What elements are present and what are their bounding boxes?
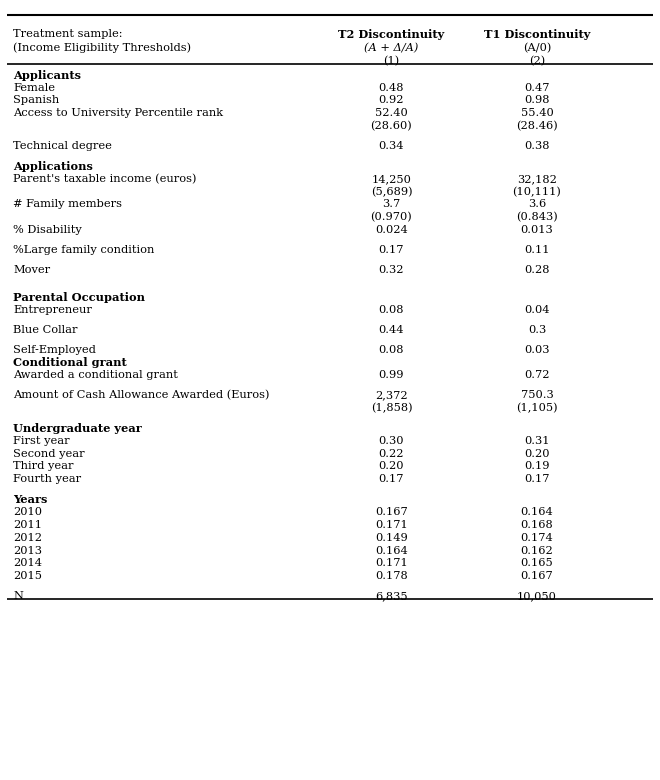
- Text: (28.46): (28.46): [516, 121, 558, 131]
- Text: 2015: 2015: [13, 571, 42, 581]
- Text: Years: Years: [13, 495, 48, 505]
- Text: Treatment sample:: Treatment sample:: [13, 29, 123, 39]
- Text: 2010: 2010: [13, 507, 42, 517]
- Text: 0.165: 0.165: [521, 558, 553, 569]
- Text: Spanish: Spanish: [13, 95, 59, 105]
- Text: 0.174: 0.174: [521, 533, 553, 543]
- Text: 3.7: 3.7: [382, 200, 401, 209]
- Text: First year: First year: [13, 436, 70, 445]
- Text: 0.171: 0.171: [375, 519, 408, 530]
- Text: 0.47: 0.47: [524, 83, 550, 93]
- Text: Second year: Second year: [13, 448, 84, 459]
- Text: (1): (1): [383, 56, 399, 66]
- Text: T2 Discontinuity: T2 Discontinuity: [339, 29, 445, 41]
- Text: Undergraduate year: Undergraduate year: [13, 423, 142, 434]
- Text: 0.32: 0.32: [379, 265, 404, 275]
- Text: 0.34: 0.34: [379, 141, 404, 151]
- Text: # Family members: # Family members: [13, 200, 122, 209]
- Text: %Large family condition: %Large family condition: [13, 245, 154, 255]
- Text: 0.167: 0.167: [521, 571, 553, 581]
- Text: Awarded a conditional grant: Awarded a conditional grant: [13, 370, 178, 380]
- Text: 0.28: 0.28: [524, 265, 550, 275]
- Text: Entrepreneur: Entrepreneur: [13, 305, 92, 314]
- Text: 0.013: 0.013: [521, 225, 553, 235]
- Text: 0.17: 0.17: [379, 474, 404, 484]
- Text: 0.72: 0.72: [524, 370, 550, 380]
- Text: 0.08: 0.08: [379, 345, 404, 355]
- Text: Third year: Third year: [13, 462, 73, 471]
- Text: 0.99: 0.99: [379, 370, 404, 380]
- Text: Parent's taxable income (euros): Parent's taxable income (euros): [13, 174, 197, 184]
- Text: (0.843): (0.843): [516, 212, 558, 222]
- Text: Conditional grant: Conditional grant: [13, 357, 127, 368]
- Text: Female: Female: [13, 83, 55, 93]
- Text: 0.20: 0.20: [524, 448, 550, 459]
- Text: N: N: [13, 591, 23, 601]
- Text: % Disability: % Disability: [13, 225, 82, 235]
- Text: T1 Discontinuity: T1 Discontinuity: [484, 29, 590, 41]
- Text: 0.22: 0.22: [379, 448, 404, 459]
- Text: 0.168: 0.168: [521, 519, 553, 530]
- Text: Technical degree: Technical degree: [13, 141, 112, 151]
- Text: 10,050: 10,050: [517, 591, 557, 601]
- Text: Amount of Cash Allowance Awarded (Euros): Amount of Cash Allowance Awarded (Euros): [13, 390, 269, 400]
- Text: 0.167: 0.167: [375, 507, 408, 517]
- Text: 0.08: 0.08: [379, 305, 404, 314]
- Text: 0.38: 0.38: [524, 141, 550, 151]
- Text: 0.17: 0.17: [524, 474, 550, 484]
- Text: 0.024: 0.024: [375, 225, 408, 235]
- Text: 2011: 2011: [13, 519, 42, 530]
- Text: Applicants: Applicants: [13, 69, 81, 80]
- Text: 2014: 2014: [13, 558, 42, 569]
- Text: Access to University Percentile rank: Access to University Percentile rank: [13, 108, 223, 119]
- Text: 2013: 2013: [13, 545, 42, 555]
- Text: (0.970): (0.970): [370, 212, 412, 222]
- Text: 750.3: 750.3: [521, 390, 553, 400]
- Text: Fourth year: Fourth year: [13, 474, 81, 484]
- Text: 55.40: 55.40: [521, 108, 553, 119]
- Text: 0.44: 0.44: [379, 324, 404, 335]
- Text: 0.30: 0.30: [379, 436, 404, 445]
- Text: (A/0): (A/0): [523, 43, 551, 53]
- Text: 52.40: 52.40: [375, 108, 408, 119]
- Text: (5,689): (5,689): [371, 186, 412, 197]
- Text: 2012: 2012: [13, 533, 42, 543]
- Text: 0.149: 0.149: [375, 533, 408, 543]
- Text: Blue Collar: Blue Collar: [13, 324, 78, 335]
- Text: 0.11: 0.11: [524, 245, 550, 255]
- Text: Self-Employed: Self-Employed: [13, 345, 96, 355]
- Text: 0.164: 0.164: [375, 545, 408, 555]
- Text: Applications: Applications: [13, 161, 93, 172]
- Text: 6,835: 6,835: [375, 591, 408, 601]
- Text: 0.17: 0.17: [379, 245, 404, 255]
- Text: 14,250: 14,250: [372, 174, 411, 184]
- Text: (Income Eligibility Thresholds): (Income Eligibility Thresholds): [13, 43, 191, 53]
- Text: Mover: Mover: [13, 265, 50, 275]
- Text: 3.6: 3.6: [528, 200, 546, 209]
- Text: Parental Occupation: Parental Occupation: [13, 292, 145, 303]
- Text: 0.48: 0.48: [379, 83, 404, 93]
- Text: 0.3: 0.3: [528, 324, 546, 335]
- Text: 0.20: 0.20: [379, 462, 404, 471]
- Text: 0.164: 0.164: [521, 507, 553, 517]
- Text: (10,111): (10,111): [513, 186, 562, 197]
- Text: 0.171: 0.171: [375, 558, 408, 569]
- Text: 0.162: 0.162: [521, 545, 553, 555]
- Text: 0.04: 0.04: [524, 305, 550, 314]
- Text: (2): (2): [529, 56, 545, 66]
- Text: 0.178: 0.178: [375, 571, 408, 581]
- Text: 0.19: 0.19: [524, 462, 550, 471]
- Text: 0.92: 0.92: [379, 95, 404, 105]
- Text: 2,372: 2,372: [375, 390, 408, 400]
- Text: (1,105): (1,105): [516, 403, 558, 413]
- Text: 0.31: 0.31: [524, 436, 550, 445]
- Text: (28.60): (28.60): [370, 121, 412, 131]
- Text: (A + Δ/A): (A + Δ/A): [364, 43, 418, 53]
- Text: 0.03: 0.03: [524, 345, 550, 355]
- Text: (1,858): (1,858): [371, 403, 412, 413]
- Text: 32,182: 32,182: [517, 174, 557, 184]
- Text: 0.98: 0.98: [524, 95, 550, 105]
